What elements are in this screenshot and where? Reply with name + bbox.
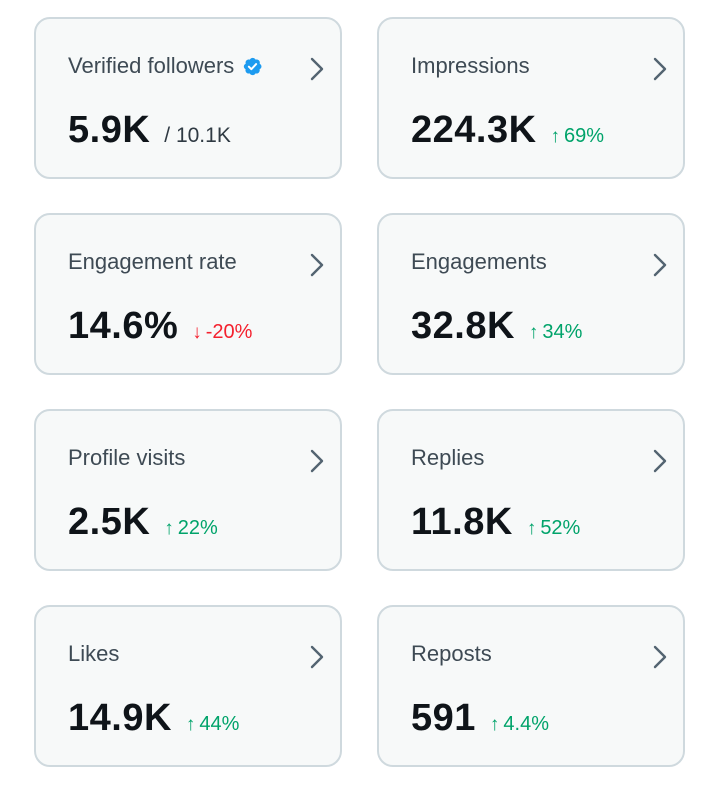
change-indicator: ↑ 44% (186, 713, 240, 736)
change-value: 52% (540, 517, 581, 539)
card-label: Engagement rate (68, 249, 237, 274)
card-reposts[interactable]: Reposts 591 ↑ 4.4% (377, 605, 685, 767)
value-row: 224.3K ↑ 69% (411, 109, 604, 152)
card-engagements[interactable]: Engagements 32.8K ↑ 34% (377, 213, 685, 375)
chevron-right-icon (653, 449, 667, 473)
arrow-up-icon: ↑ (489, 714, 500, 735)
card-label: Likes (68, 641, 120, 666)
card-label-row: Verified followers (68, 53, 263, 79)
chevron-right-icon (310, 253, 324, 277)
metric-value: 5.9K (68, 109, 151, 151)
metric-value: 2.5K (68, 501, 151, 543)
arrow-up-icon: ↑ (185, 714, 196, 735)
change-indicator: ↑ 4.4% (490, 713, 549, 736)
change-indicator: ↑ 52% (527, 517, 581, 540)
change-indicator: ↑ 34% (529, 321, 583, 344)
metric-value: 14.9K (68, 697, 172, 739)
card-label-row: Profile visits (68, 445, 185, 471)
arrow-up-icon: ↑ (550, 126, 561, 147)
card-label: Engagements (411, 249, 547, 274)
change-value: 44% (199, 713, 240, 735)
change-value: -20% (205, 321, 253, 343)
card-label-row: Reposts (411, 641, 492, 667)
card-label: Profile visits (68, 445, 186, 470)
card-label: Reposts (411, 641, 492, 666)
card-label: Impressions (411, 53, 530, 78)
change-value: 22% (177, 517, 218, 539)
chevron-right-icon (653, 645, 667, 669)
metric-value: 32.8K (411, 305, 515, 347)
metric-value: 11.8K (411, 501, 513, 543)
arrow-down-icon: ↓ (192, 322, 202, 343)
card-profile-visits[interactable]: Profile visits 2.5K ↑ 22% (34, 409, 342, 571)
value-row: 14.9K ↑ 44% (68, 697, 239, 740)
change-indicator: ↓ -20% (192, 321, 252, 344)
card-label-row: Replies (411, 445, 484, 471)
card-label-row: Engagement rate (68, 249, 237, 275)
card-replies[interactable]: Replies 11.8K ↑ 52% (377, 409, 685, 571)
value-row: 11.8K ↑ 52% (411, 501, 580, 544)
value-row: 2.5K ↑ 22% (68, 501, 218, 544)
value-row: 14.6% ↓ -20% (68, 305, 252, 348)
change-value: 4.4% (503, 713, 549, 735)
value-row: 591 ↑ 4.4% (411, 697, 549, 740)
card-verified-followers[interactable]: Verified followers 5.9K / 10.1K (34, 17, 342, 179)
metric-value: 591 (411, 697, 476, 739)
arrow-up-icon: ↑ (528, 322, 539, 343)
card-likes[interactable]: Likes 14.9K ↑ 44% (34, 605, 342, 767)
metric-total: / 10.1K (164, 124, 231, 147)
card-label: Verified followers (68, 53, 235, 78)
arrow-up-icon: ↑ (164, 518, 174, 539)
verified-badge-icon (244, 57, 262, 75)
chevron-right-icon (653, 57, 667, 81)
card-label: Replies (411, 445, 485, 470)
chevron-right-icon (653, 253, 667, 277)
card-engagement-rate[interactable]: Engagement rate 14.6% ↓ -20% (34, 213, 342, 375)
card-impressions[interactable]: Impressions 224.3K ↑ 69% (377, 17, 685, 179)
change-value: 34% (542, 321, 583, 343)
chevron-right-icon (310, 645, 324, 669)
value-row: 5.9K / 10.1K (68, 109, 231, 152)
change-indicator: ↑ 69% (551, 125, 605, 148)
card-label-row: Impressions (411, 53, 530, 79)
value-row: 32.8K ↑ 34% (411, 305, 582, 348)
card-label-row: Likes (68, 641, 119, 667)
arrow-up-icon: ↑ (526, 518, 537, 539)
metric-value: 224.3K (411, 109, 537, 151)
change-indicator: ↑ 22% (164, 517, 218, 540)
change-value: 69% (564, 125, 605, 147)
card-label-row: Engagements (411, 249, 547, 275)
chevron-right-icon (310, 449, 324, 473)
metric-value: 14.6% (68, 305, 179, 347)
chevron-right-icon (310, 57, 324, 81)
